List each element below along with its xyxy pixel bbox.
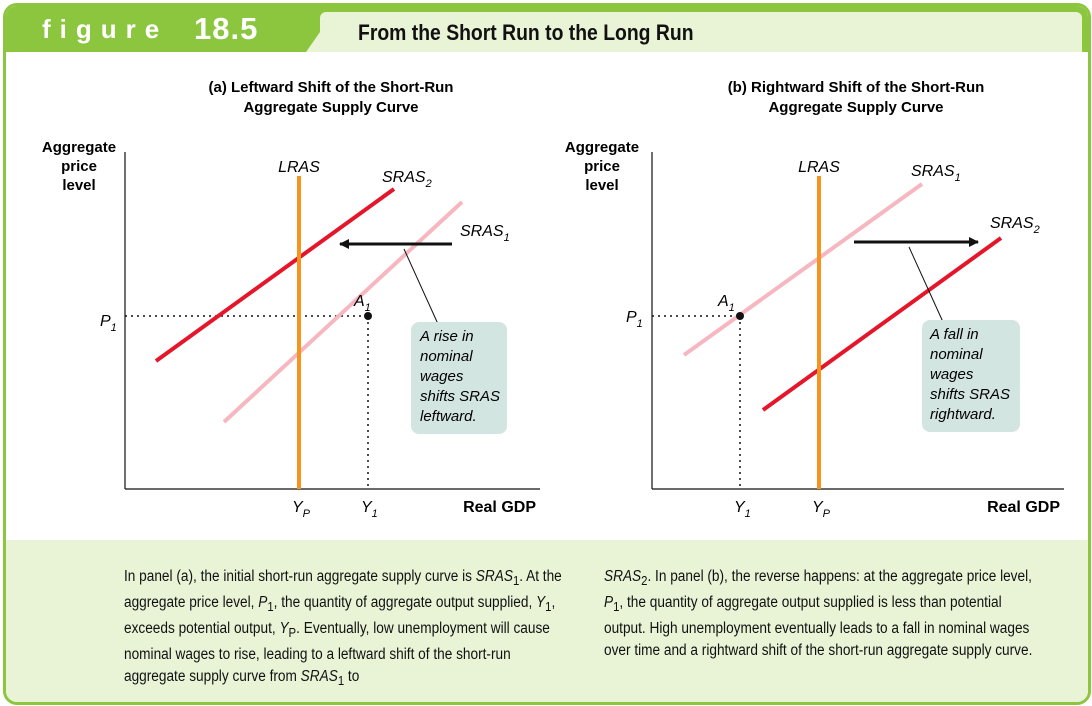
panel-a-a1-label: A1 (353, 293, 371, 314)
figure-number: 18.5 (194, 11, 259, 46)
panel-a-lras-label: LRAS (278, 159, 320, 176)
panel-b-note-line4: shifts SRAS (930, 386, 1010, 403)
panel-b-title-line1: (b) Rightward Shift of the Short-Run (728, 79, 985, 96)
figure-frame: figure 18.5 From the Short Run to the Lo… (3, 3, 1091, 705)
panel-b-x-axis-label: Real GDP (987, 499, 1060, 516)
panel-b-note-line1: A fall in (929, 326, 979, 343)
panel-b-y1-label: Y1 (734, 499, 751, 520)
header-title-band (320, 12, 1082, 52)
panel-b-lras-label: LRAS (798, 159, 840, 176)
panel-a-note-line1: A rise in (419, 328, 474, 345)
panel-b-sras2-curve (761, 236, 1003, 412)
panel-a-note-line5: leftward. (420, 408, 477, 425)
panel-a-note-line4: shifts SRAS (420, 388, 500, 405)
caption-left: In panel (a), the initial short-run aggr… (124, 568, 562, 689)
panel-b-note-line3: wages (930, 366, 974, 383)
panel-b-note-line2: nominal (930, 346, 983, 363)
panel-a-note-pointer (403, 248, 439, 325)
panel-b-a1-label: A1 (717, 293, 735, 314)
panel-b-point-a1 (736, 312, 744, 320)
panel-a: (a) Leftward Shift of the Short-Run Aggr… (42, 79, 540, 520)
figure-header: figure 18.5 From the Short Run to the Lo… (6, 6, 1088, 52)
panel-a-sras2-curve (154, 187, 396, 363)
panel-a-title-line2: Aggregate Supply Curve (243, 99, 418, 116)
panel-a-sras1-curve (222, 200, 464, 424)
panel-a-yaxis-line3: level (62, 177, 95, 194)
diagram-canvas: (a) Leftward Shift of the Short-Run Aggr… (42, 79, 1064, 520)
panel-b-note-box (922, 320, 1020, 432)
panel-a-title-line1: (a) Leftward Shift of the Short-Run (209, 79, 454, 96)
panel-b-yaxis-line3: level (585, 177, 618, 194)
panel-a-yp-label: YP (292, 499, 311, 520)
panel-b-note-line5: rightward. (930, 406, 996, 423)
figure-label: figure (42, 14, 169, 44)
panel-a-yaxis-line2: price (61, 158, 97, 175)
panel-b-sras1-curve (682, 182, 924, 357)
panel-b-note-pointer (908, 246, 944, 323)
panel-a-note-box (411, 322, 507, 434)
panel-a-point-a1 (364, 312, 372, 320)
caption-right: SRAS2. In panel (b), the reverse happens… (604, 568, 1033, 660)
panel-a-p1-label: P1 (100, 313, 117, 334)
panel-b: (b) Rightward Shift of the Short-Run Agg… (565, 79, 1064, 520)
figure-title: From the Short Run to the Long Run (358, 20, 694, 45)
panel-b-yaxis-line2: price (584, 158, 620, 175)
panel-a-sras1-label: SRAS1 (460, 223, 510, 244)
panel-b-yp-label: YP (812, 499, 831, 520)
panel-a-yaxis-line1: Aggregate (42, 139, 116, 156)
panel-a-y1-label: Y1 (361, 499, 378, 520)
panel-b-yaxis-line1: Aggregate (565, 139, 639, 156)
panel-b-sras2-label: SRAS2 (990, 215, 1040, 236)
panel-a-note-line2: nominal (420, 348, 473, 365)
panel-a-x-axis-label: Real GDP (463, 499, 536, 516)
panel-a-sras2-label: SRAS2 (382, 169, 432, 190)
panel-a-note-line3: wages (420, 368, 464, 385)
caption-panel: In panel (a), the initial short-run aggr… (6, 540, 1088, 702)
panel-b-title-line2: Aggregate Supply Curve (768, 99, 943, 116)
panel-b-p1-label: P1 (626, 309, 643, 330)
panel-b-sras1-label: SRAS1 (911, 163, 961, 184)
